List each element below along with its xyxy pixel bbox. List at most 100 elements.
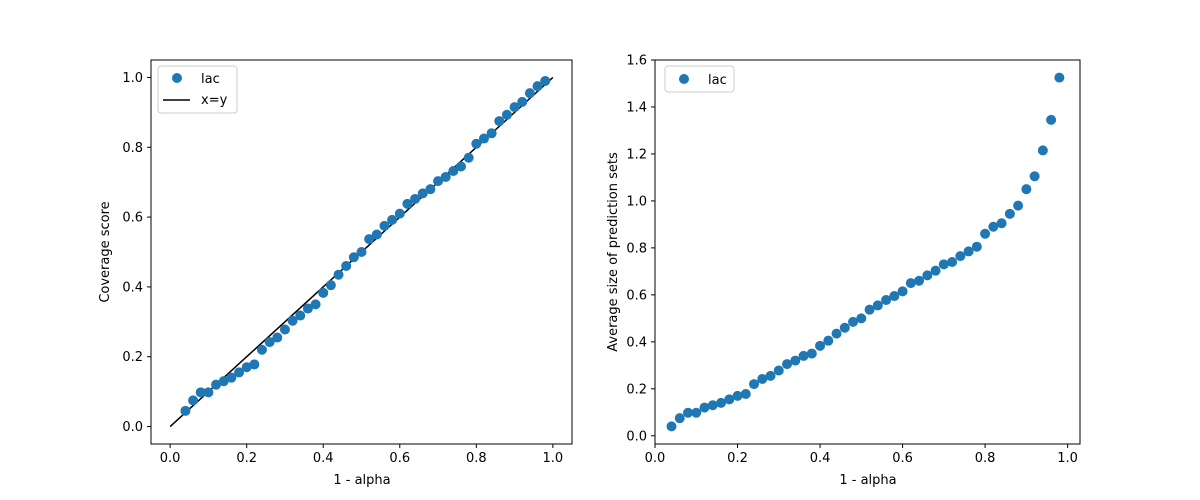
- chart-set-size-data-point: [749, 379, 760, 390]
- chart-set-size-x-axis-label: 1 - alpha: [839, 473, 896, 488]
- chart-coverage-data-point: [325, 280, 336, 291]
- chart-set-size-data-point: [881, 295, 892, 306]
- chart-coverage-data-point: [433, 176, 444, 187]
- chart-coverage-data-point: [501, 109, 512, 120]
- chart-set-size-legend-lac-label: lac: [708, 73, 727, 88]
- chart-coverage-data-point: [287, 315, 298, 326]
- chart-set-size-data-point: [773, 365, 784, 376]
- chart-coverage-x-tick-label: 0.8: [466, 451, 487, 466]
- chart-set-size: 0.0 0.2 0.4 0.6 0.8 1.0 0.0 0.2 0.4 0.6 0.8 1.0 1.2…: [606, 54, 1081, 488]
- chart-set-size-data-point: [707, 400, 718, 411]
- chart-coverage-data-point: [379, 220, 390, 231]
- chart-coverage-frame: [150, 59, 573, 445]
- chart-set-size-data-point: [782, 359, 793, 370]
- chart-coverage-data-point: [234, 367, 245, 378]
- chart-coverage-data-point: [417, 188, 428, 199]
- chart-set-size-y-tick-label: 1.4: [626, 100, 647, 115]
- chart-set-size-data-point: [790, 355, 801, 366]
- chart-coverage-data-point: [203, 387, 214, 398]
- chart-set-size-data-point: [666, 421, 677, 432]
- chart-set-size-data-point: [1029, 171, 1040, 182]
- chart-coverage-data-point: [310, 299, 321, 310]
- chart-set-size-data-point: [947, 256, 958, 267]
- chart-coverage-marks: [169, 75, 554, 428]
- chart-set-size-data-point: [963, 246, 974, 257]
- chart-set-size-x-ticks: 0.0 0.2 0.4 0.6 0.8 1.0: [645, 444, 1078, 466]
- chart-set-size-y-tick-label: 0.8: [626, 241, 647, 256]
- chart-set-size-data-point: [806, 348, 817, 359]
- chart-coverage-y-tick-label: 0.4: [122, 280, 143, 295]
- chart-coverage-data-point: [226, 372, 237, 383]
- chart-coverage-data-point: [463, 152, 474, 163]
- chart-coverage-data-point: [302, 303, 313, 314]
- chart-coverage-legend-lac-label: lac: [201, 72, 220, 87]
- chart-coverage-data-point: [540, 75, 551, 86]
- chart-coverage-data-point: [333, 269, 344, 280]
- chart-coverage-legend-xy-label: x=y: [201, 93, 228, 108]
- chart-coverage-y-tick-label: 0.2: [122, 350, 143, 365]
- chart-coverage-y-tick-label: 0.0: [122, 420, 143, 435]
- chart-set-size-data-point: [798, 350, 809, 361]
- chart-coverage-y-tick-label: 0.6: [122, 211, 143, 226]
- chart-set-size-y-tick-label: 0.2: [626, 382, 647, 397]
- chart-set-size-data-point: [691, 407, 702, 418]
- chart-set-size-data-point: [1013, 200, 1024, 211]
- chart-set-size-data-point: [1046, 114, 1057, 125]
- chart-coverage-data-point: [494, 116, 505, 127]
- chart-coverage-data-point: [256, 344, 267, 355]
- chart-coverage-data-point: [532, 81, 543, 92]
- chart-set-size-x-tick-label: 0.0: [645, 451, 666, 466]
- chart-set-size-marks: [666, 72, 1065, 432]
- chart-coverage-data-point: [387, 214, 398, 225]
- chart-set-size-data-point: [971, 241, 982, 252]
- chart-set-size-frame: [654, 59, 1081, 445]
- chart-coverage-data-point: [356, 247, 367, 257]
- chart-set-size-x-tick-label: 1.0: [1057, 451, 1078, 466]
- chart-coverage-data-point: [394, 208, 405, 219]
- chart-set-size-y-ticks: 0.0 0.2 0.4 0.6 0.8 1.0 1.2 1.4 1.6: [626, 54, 655, 444]
- chart-coverage-y-axis-label: Coverage score: [98, 201, 113, 302]
- chart-set-size-data-point: [740, 388, 751, 399]
- chart-coverage-data-point: [218, 376, 229, 387]
- chart-coverage-data-point: [509, 102, 520, 113]
- chart-coverage-legend: lac x=y: [157, 65, 238, 114]
- chart-set-size-legend-box: [664, 65, 735, 93]
- chart-coverage-data-point: [402, 198, 413, 209]
- chart-coverage-x-tick-label: 0.2: [236, 451, 257, 466]
- chart-coverage-data-point: [188, 395, 199, 406]
- chart-coverage-data-point: [180, 405, 191, 416]
- chart-coverage-data-point: [364, 234, 375, 245]
- chart-set-size-data-point: [732, 390, 743, 401]
- chart-coverage-x-axis-label: 1 - alpha: [333, 473, 390, 488]
- chart-set-size-data-point: [815, 340, 826, 351]
- chart-coverage-data-point: [241, 362, 252, 373]
- chart-coverage-data-point: [410, 193, 421, 204]
- chart-coverage-data-point: [348, 252, 359, 263]
- chart-coverage-data-point: [448, 166, 459, 177]
- chart-set-size-data-point: [724, 394, 735, 405]
- chart-set-size-y-tick-label: 0.4: [626, 335, 647, 350]
- chart-set-size-data-point: [683, 407, 694, 418]
- chart-set-size-data-point: [922, 270, 933, 281]
- chart-coverage-data-point: [195, 387, 206, 398]
- chart-set-size-data-point: [1021, 184, 1032, 195]
- chart-set-size-data-point: [848, 316, 859, 327]
- chart-set-size-y-axis-label: Average size of prediction sets: [606, 152, 621, 352]
- chart-coverage-x-ticks: 0.0 0.2 0.4 0.6 0.8 1.0: [160, 444, 563, 466]
- chart-set-size-data-point: [996, 218, 1007, 229]
- chart-set-size-y-tick-label: 0.0: [626, 429, 647, 444]
- chart-set-size-data-point: [856, 313, 867, 324]
- chart-coverage: 0.0 0.2 0.4 0.6 0.8 1.0 0.0 0.2 0.4 0.6 0.8 1.0 1 …: [98, 59, 573, 488]
- chart-coverage-data-point: [517, 96, 528, 107]
- chart-set-size-data-point: [674, 413, 685, 424]
- chart-coverage-data-point: [478, 133, 489, 144]
- chart-set-size-legend-lac-marker: [679, 74, 689, 84]
- chart-set-size-legend: lac: [664, 65, 735, 93]
- chart-coverage-legend-lac-marker: [172, 73, 182, 83]
- chart-coverage-data-point: [486, 128, 497, 139]
- chart-set-size-data-point: [889, 291, 900, 302]
- chart-coverage-x-tick-label: 1.0: [543, 451, 564, 466]
- chart-coverage-y-tick-label: 0.8: [122, 141, 143, 156]
- chart-set-size-data-point: [930, 265, 941, 276]
